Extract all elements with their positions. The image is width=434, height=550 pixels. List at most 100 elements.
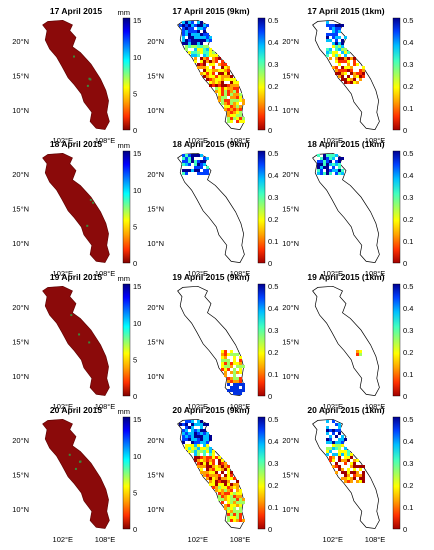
heatmap-cell: [182, 30, 185, 33]
heatmap-cell: [230, 99, 233, 102]
heatmap-cell: [218, 78, 221, 81]
basin-outline: [177, 152, 245, 263]
heatmap-cell: [221, 359, 224, 362]
heatmap-cell: [227, 486, 230, 489]
heatmap-cell: [218, 462, 221, 465]
heatmap-cell: [344, 438, 347, 441]
heatmap-cell: [233, 93, 236, 96]
heatmap-cell: [188, 160, 191, 163]
heatmap-cell: [350, 456, 353, 459]
heatmap-cell: [191, 169, 194, 172]
heatmap-cell: [227, 99, 230, 102]
heatmap-cell: [203, 33, 206, 36]
colorbar: [392, 17, 401, 131]
heatmap-cell: [233, 368, 236, 371]
heatmap-cell: [338, 60, 341, 63]
heatmap-cell: [332, 444, 335, 447]
heatmap-cell: [206, 471, 209, 474]
heatmap-cell: [227, 507, 230, 510]
heatmap-cell: [209, 48, 212, 51]
heatmap-cell: [239, 519, 242, 522]
heatmap-cell: [206, 60, 209, 63]
precip-speck: [74, 467, 77, 470]
heatmap-cell: [209, 81, 212, 84]
heatmap-cell: [353, 459, 356, 462]
heatmap-cell: [227, 468, 230, 471]
heatmap-cell: [233, 114, 236, 117]
y-tick-label: 10°N: [282, 239, 299, 248]
heatmap-cell: [221, 480, 224, 483]
colorbar-tick-label: 0.4: [403, 171, 413, 180]
heatmap-cell: [233, 495, 236, 498]
x-tick-label: 108°E: [365, 535, 386, 544]
heatmap-cell: [188, 432, 191, 435]
heatmap-cell: [236, 495, 239, 498]
y-tick-label: 10°N: [12, 372, 29, 381]
heatmap-cell: [233, 90, 236, 93]
heatmap-cell: [236, 480, 239, 483]
heatmap-cell: [197, 154, 200, 157]
heatmap-cell: [335, 27, 338, 30]
heatmap-cell: [347, 477, 350, 480]
panel-title: 19 April 2015 (1km): [307, 272, 384, 282]
heatmap-cell: [236, 389, 239, 392]
heatmap-cell: [239, 383, 242, 386]
heatmap-cell: [242, 386, 245, 389]
plot-area: [302, 284, 390, 399]
heatmap-cell: [185, 429, 188, 432]
heatmap-cell: [182, 163, 185, 166]
heatmap-cell: [203, 163, 206, 166]
heatmap-cell: [218, 474, 221, 477]
precip-speck: [92, 201, 95, 204]
colorbar-tick-label: 15: [133, 282, 141, 291]
heatmap-cell: [335, 36, 338, 39]
heatmap-cell: [224, 84, 227, 87]
heatmap-cell: [350, 57, 353, 60]
heatmap-cell: [203, 45, 206, 48]
heatmap-cell: [350, 465, 353, 468]
colorbar-tick-label: 0.5: [403, 282, 413, 291]
heatmap-cell: [338, 57, 341, 60]
heatmap-cell: [212, 78, 215, 81]
basin-outline: [312, 152, 380, 263]
heatmap-cell: [242, 102, 245, 105]
colorbar: [257, 150, 266, 264]
heatmap-cell: [335, 69, 338, 72]
heatmap-cell: [209, 453, 212, 456]
heatmap-cell: [329, 429, 332, 432]
heatmap-cell: [332, 441, 335, 444]
heatmap-cell: [233, 78, 236, 81]
heatmap-cell: [197, 453, 200, 456]
heatmap-cell: [200, 160, 203, 163]
heatmap-cell: [182, 27, 185, 30]
heatmap-cell: [218, 75, 221, 78]
heatmap-cell: [359, 474, 362, 477]
heatmap-cell: [206, 72, 209, 75]
heatmap-cell: [200, 420, 203, 423]
colorbar-tick-label: 0: [133, 126, 137, 135]
heatmap-cell: [221, 81, 224, 84]
map-panel: 18 April 2015 (1km) 20°N 15°N 10°N 102°E 108°…: [282, 139, 413, 278]
heatmap-cell: [212, 60, 215, 63]
heatmap-cell: [194, 39, 197, 42]
heatmap-cell: [191, 27, 194, 30]
heatmap-cell: [323, 172, 326, 175]
heatmap-cell: [185, 45, 188, 48]
heatmap-cell: [215, 78, 218, 81]
heatmap-cell: [230, 507, 233, 510]
heatmap-cell: [200, 39, 203, 42]
heatmap-cell: [200, 471, 203, 474]
heatmap-cell: [230, 501, 233, 504]
heatmap-cell: [362, 477, 365, 480]
heatmap-cell: [353, 75, 356, 78]
heatmap-cell: [209, 435, 212, 438]
heatmap-cell: [206, 444, 209, 447]
heatmap-cell: [212, 54, 215, 57]
heatmap-cell: [320, 163, 323, 166]
heatmap-cell: [224, 87, 227, 90]
heatmap-cell: [212, 81, 215, 84]
heatmap-cell: [197, 444, 200, 447]
heatmap-cell: [191, 420, 194, 423]
heatmap-cell: [335, 57, 338, 60]
heatmap-cell: [242, 498, 245, 501]
